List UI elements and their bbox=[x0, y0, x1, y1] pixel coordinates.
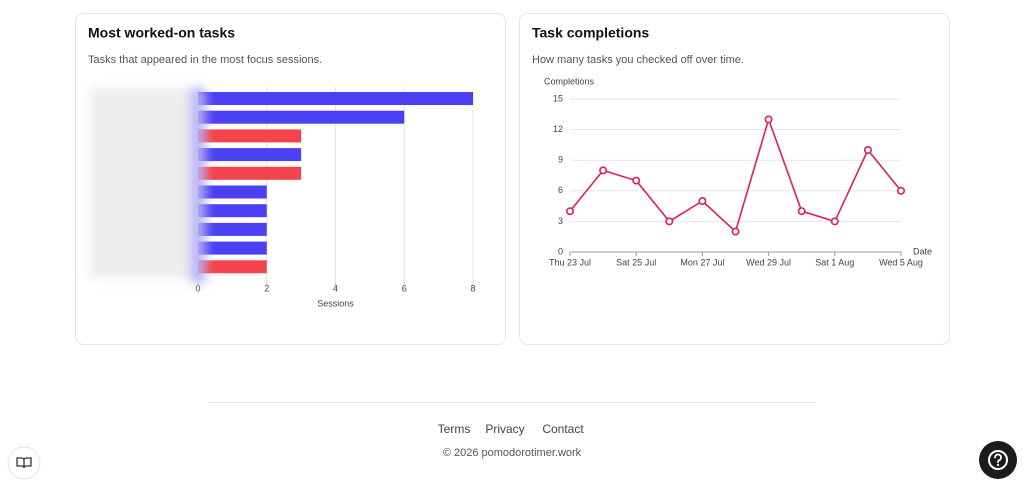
line-chart: 0 3 6 9 12 15 Completions Date Thu 23 Jul Sat 25 … bbox=[544, 76, 932, 267]
x-axis-label: Date bbox=[913, 246, 932, 256]
card-title: Task completions bbox=[532, 25, 649, 41]
bar bbox=[198, 260, 267, 274]
point bbox=[599, 166, 608, 175]
card-subtitle: Tasks that appeared in the most focus se… bbox=[88, 54, 322, 66]
point bbox=[764, 115, 773, 124]
x-tick-label: Sat 1 Aug bbox=[815, 257, 854, 267]
point bbox=[565, 207, 574, 216]
x-tick-label: Sat 25 Jul bbox=[616, 257, 656, 267]
x-tick-label: 0 bbox=[195, 283, 200, 293]
y-tick-label: 6 bbox=[558, 185, 563, 195]
copyright: © 2026 pomodorotimer.work bbox=[443, 447, 582, 459]
blur bbox=[90, 88, 190, 278]
y-tick-label: 0 bbox=[558, 246, 563, 256]
bar bbox=[198, 204, 267, 218]
x-tick-label: 4 bbox=[333, 283, 338, 293]
bar-chart: 0 2 4 6 8 Sessions bbox=[90, 87, 476, 308]
point bbox=[896, 186, 905, 195]
bar bbox=[198, 110, 405, 124]
footer-link[interactable]: Privacy bbox=[485, 422, 524, 436]
docs-button[interactable] bbox=[7, 446, 41, 480]
x-tick-label: Thu 23 Jul bbox=[549, 257, 591, 267]
point bbox=[797, 207, 806, 216]
x-tick-label: 2 bbox=[264, 283, 269, 293]
point bbox=[863, 146, 872, 155]
bar bbox=[198, 166, 302, 180]
bar bbox=[198, 148, 302, 162]
y-tick-label: 9 bbox=[558, 155, 563, 165]
help-button[interactable] bbox=[979, 441, 1017, 479]
blur bbox=[190, 88, 206, 283]
card-subtitle: How many tasks you checked off over time… bbox=[532, 54, 744, 66]
x-tick-label: 8 bbox=[470, 283, 475, 293]
bar bbox=[198, 241, 267, 255]
y-tick-label: 12 bbox=[553, 124, 563, 134]
x-axis-label: Sessions bbox=[317, 298, 354, 308]
bar bbox=[198, 129, 302, 143]
bar bbox=[198, 92, 473, 105]
x-tick-label: Mon 27 Jul bbox=[680, 257, 724, 267]
footer-link[interactable]: Contact bbox=[542, 422, 584, 436]
x-tick-label: Wed 5 Aug bbox=[879, 257, 923, 267]
y-axis-label: Completions bbox=[544, 76, 595, 86]
card-title: Most worked-on tasks bbox=[88, 25, 235, 41]
point bbox=[665, 217, 674, 226]
x-tick-label: Wed 29 Jul bbox=[746, 257, 791, 267]
y-tick-label: 15 bbox=[553, 93, 563, 103]
blurred-labels bbox=[90, 88, 206, 283]
y-tick-label: 3 bbox=[558, 216, 563, 226]
x-tick-label: 6 bbox=[402, 283, 407, 293]
point bbox=[698, 197, 707, 206]
bar bbox=[198, 185, 267, 199]
bar bbox=[198, 222, 267, 236]
point bbox=[731, 227, 740, 236]
footer-link[interactable]: Terms bbox=[438, 422, 471, 436]
point bbox=[830, 217, 839, 226]
card bbox=[519, 13, 950, 345]
point bbox=[632, 176, 641, 185]
